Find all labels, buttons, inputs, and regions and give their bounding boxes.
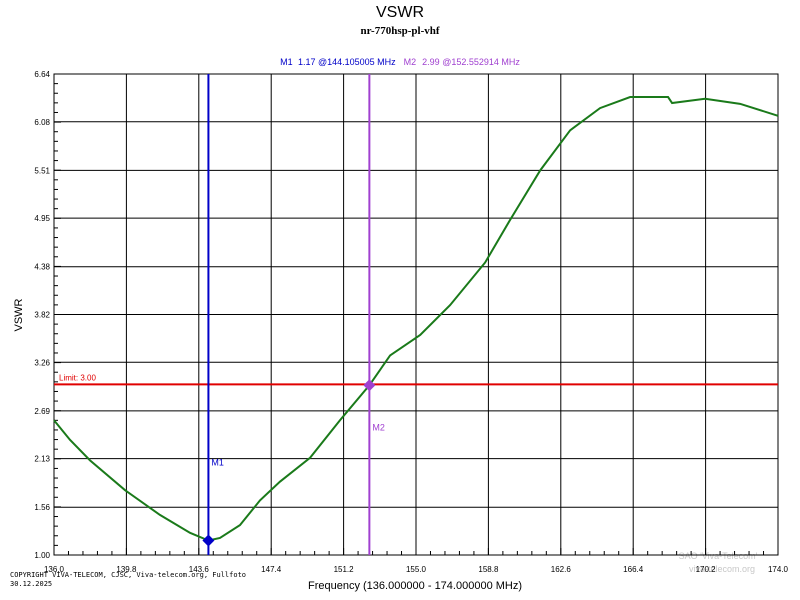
y-tick-label: 6.64 — [34, 70, 50, 79]
y-tick-label: 3.82 — [34, 311, 50, 320]
y-tick-label: 2.13 — [34, 455, 50, 464]
x-tick-label: 143.6 — [189, 565, 210, 574]
x-tick-label: 162.6 — [551, 565, 572, 574]
x-tick-label: 158.8 — [478, 565, 499, 574]
marker-header-text: M1 1.17 @144.105005 MHz M2 2.99 @152.552914… — [280, 57, 520, 67]
x-tick-label: 155.0 — [406, 565, 427, 574]
marker-header-value: 2.99 @152.552914 MHz — [422, 57, 520, 67]
limit-label: Limit: 3.00 — [59, 373, 96, 382]
x-tick-label: 166.4 — [623, 565, 644, 574]
copyright: COPYRIGHT VIVA-TELECOM, CJSC, Viva-telec… — [10, 571, 246, 579]
x-tick-label: 139.8 — [116, 565, 137, 574]
x-tick-label: 170.2 — [696, 565, 717, 574]
marker-header: M1 1.17 @144.105005 MHz M2 2.99 @152.552914… — [280, 57, 520, 67]
y-tick-label: 1.56 — [34, 503, 50, 512]
chart-title: VSWR — [376, 4, 424, 21]
watermark: SAO 'Viva-Telecom' — [679, 551, 758, 561]
y-tick-label: 2.69 — [34, 407, 50, 416]
marker-header-name: M2 — [404, 57, 417, 67]
x-axis-label: Frequency (136.000000 - 174.000000 MHz) — [308, 580, 522, 592]
marker-point — [363, 379, 376, 392]
y-tick-label: 5.51 — [34, 166, 50, 175]
x-tick-label: 136.0 — [44, 565, 65, 574]
marker-name: M1 — [211, 458, 224, 468]
marker-header-name: M1 — [280, 57, 292, 67]
x-tick-label: 174.0 — [768, 565, 789, 574]
date: 30.12.2025 — [10, 580, 52, 588]
x-tick-label: 151.2 — [334, 565, 355, 574]
marker-point — [202, 534, 215, 547]
x-tick-label: 147.4 — [261, 565, 282, 574]
y-tick-label: 4.95 — [34, 214, 50, 223]
vswr-line — [53, 96, 779, 542]
y-tick-label: 1.00 — [34, 551, 50, 560]
y-axis-label: VSWR — [13, 298, 25, 331]
plot-frame — [53, 73, 779, 556]
chart-subtitle: nr-770hsp-pl-vhf — [360, 25, 439, 37]
marker-name: M2 — [372, 422, 385, 432]
watermark-url: viva-telecom.org — [689, 564, 755, 574]
y-tick-label: 6.08 — [34, 118, 50, 127]
y-tick-label: 3.26 — [34, 358, 50, 367]
marker-header-value: 1.17 @144.105005 MHz — [298, 57, 396, 67]
y-tick-label: 4.38 — [34, 263, 50, 272]
